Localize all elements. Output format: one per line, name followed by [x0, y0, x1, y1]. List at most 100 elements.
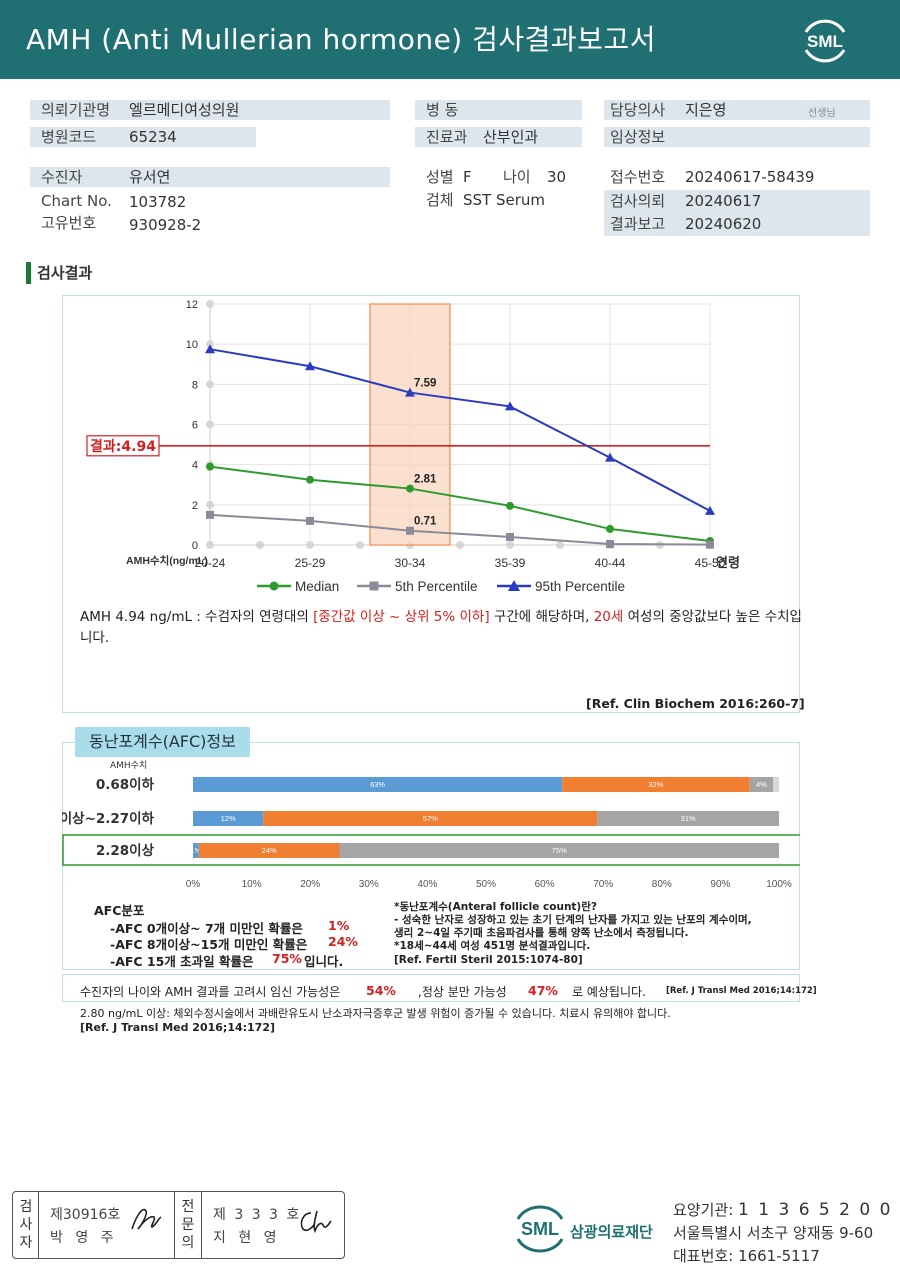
pregnancy-text-2: ,정상 분만 가능성: [418, 985, 507, 999]
ward-label: 병 동: [426, 101, 459, 119]
x-axis-label: 연령: [716, 555, 740, 570]
inspector-label-char-2: 사: [19, 1217, 33, 1233]
afc-bar-segment: [193, 777, 563, 792]
x-tick-label: 45-50: [695, 556, 726, 570]
data-point: [506, 532, 514, 541]
afc-x-tick-label: 10%: [242, 879, 262, 890]
data-point: [306, 475, 314, 484]
data-point: [405, 387, 415, 397]
afc-x-tick-label: 60%: [535, 879, 555, 890]
doctor-suffix: 선생님: [808, 108, 836, 119]
specialist-cert: 제 3 3 3 호: [213, 1207, 302, 1223]
data-label: 0.71: [414, 516, 437, 528]
afc-definition-1: *동난포계수(Anteral follicle count)란?: [394, 901, 597, 913]
data-point: [606, 524, 614, 533]
age-value: 30: [547, 168, 567, 186]
legend-label: 5th Percentile: [395, 579, 478, 594]
footer-code-value: 1 1 3 6 5 2 0 0: [738, 1200, 893, 1220]
data-point: [406, 526, 414, 535]
logo-text: SML: [807, 32, 843, 51]
afc-bar-segment: [193, 811, 264, 826]
afc-dist-title: AFC분포: [94, 903, 145, 918]
y-tick-label: 10: [186, 339, 198, 351]
footer-code-label: 요양기관:: [673, 1201, 734, 1219]
data-point: [505, 401, 515, 411]
patient-bar: [30, 167, 390, 187]
series-line-2: [209, 348, 711, 512]
x-tick-label: 30-34: [395, 556, 426, 570]
afc-bar-chart: AMH수치 0.68이하 63% 32% 4% 0.69이상~2.27이하 12% 57% 31…: [62, 759, 800, 890]
afc-definition-3: 생리 2~4일 주기때 초음파검사를 통해 양쪽 난소에서 측정됩니다.: [394, 927, 689, 939]
inspector-label-char-1: 검: [19, 1199, 33, 1215]
signature-box: [12, 1191, 345, 1259]
doctor-label: 담당의사: [610, 101, 666, 119]
legend-label: Median: [295, 579, 339, 594]
pregnancy-ref: [Ref. J Transl Med 2016;14:172]: [666, 986, 817, 996]
afc-bar-segment: [562, 777, 750, 792]
afc-bar-segment: [198, 843, 340, 858]
data-label: 2.81: [414, 474, 437, 486]
data-point: [706, 540, 714, 549]
afc-x-tick-label: 50%: [476, 879, 496, 890]
afc-dist-pct-2: 24%: [328, 934, 358, 949]
afc-highlight-row: [62, 834, 800, 866]
sex-label: 성별: [426, 168, 454, 186]
data-point: [406, 484, 414, 493]
afc-segment-label: 75%: [552, 846, 567, 855]
data-point: [506, 501, 514, 510]
legend-marker: [269, 581, 279, 591]
specimen-value: SST Serum: [463, 191, 546, 209]
series-line-1: [209, 513, 711, 546]
specialist-label: 전 문 의: [179, 1198, 197, 1252]
afc-segment-label: 32%: [648, 780, 663, 789]
signature-divider-2: [174, 1191, 175, 1259]
specialist-label-char-3: 의: [181, 1235, 195, 1251]
afc-bar-segment: [193, 843, 199, 858]
data-point: [305, 361, 315, 371]
y-tick-label: 8: [192, 379, 198, 391]
footer-phone-value: 1661-5117: [738, 1247, 820, 1265]
inspector-signature-icon: [131, 1208, 162, 1230]
section-title: 검사결과: [26, 262, 92, 284]
x-tick-label: 20-24: [195, 556, 226, 570]
data-label: 7.59: [414, 378, 436, 390]
unique-no-label: 고유번호: [41, 214, 97, 232]
interp-part5: 여성의 중앙값보다 높은 수치입니다.: [80, 609, 802, 646]
afc-segment-label: 12%: [221, 814, 236, 823]
dept-bar: [415, 127, 582, 147]
data-point: [705, 505, 715, 515]
report-value: 20240620: [685, 215, 762, 233]
data-point: [206, 510, 214, 519]
receipt-label: 접수번호: [610, 168, 666, 186]
afc-x-tick-label: 100%: [766, 879, 792, 890]
dept-value: 산부인과: [483, 128, 539, 146]
x-tick-label: 25-29: [295, 556, 326, 570]
result-label-box: [86, 435, 160, 457]
sml-logo: SML: [804, 19, 846, 63]
afc-x-tick-label: 80%: [652, 879, 672, 890]
afc-dist-pct-3: 75%: [272, 951, 302, 966]
ward-bar: [415, 100, 582, 120]
result-label: 결과:4.94: [90, 438, 156, 455]
warning-ref: [Ref. J Transl Med 2016;14:172]: [80, 1021, 276, 1034]
inspector-label: 검 사 자: [17, 1198, 35, 1252]
specimen-label: 검체: [426, 191, 454, 209]
institution-label: 의뢰기관명: [41, 101, 111, 119]
inspector-label-char-3: 자: [19, 1235, 33, 1251]
clinical-bar: [604, 127, 870, 147]
interpretation-text: AMH 4.94 ng/mL : 수검자의 연령대의 [중간값 이상 ~ 상위 …: [80, 607, 805, 649]
amh-line-chart: 0 2 4 6 8 10 12 20-24 25-29 30-34 35-39 40-44 45-50연…: [86, 299, 740, 594]
afc-definition-2: - 성숙한 난자로 성장하고 있는 초기 단계의 난자를 가지고 있는 난포의 …: [394, 914, 752, 926]
signature-divider-3: [201, 1191, 202, 1259]
afc-dist-pct-1: 1%: [328, 918, 350, 933]
age-label: 나이: [503, 168, 531, 186]
y-tick-label: 0: [192, 540, 198, 552]
afc-x-tick-label: 90%: [710, 879, 730, 890]
afc-definition-ref: [Ref. Fertil Steril 2015:1074-80]: [394, 954, 583, 966]
y-tick-label: 12: [186, 299, 198, 311]
footer-org-name: 삼광의료재단: [570, 1223, 653, 1241]
afc-row-label: 0.69이상~2.27이하: [62, 810, 155, 827]
pregnancy-pct-2: 47%: [528, 983, 558, 998]
afc-segment-label: 63%: [370, 780, 385, 789]
unique-no-value: 930928-2: [129, 216, 202, 234]
